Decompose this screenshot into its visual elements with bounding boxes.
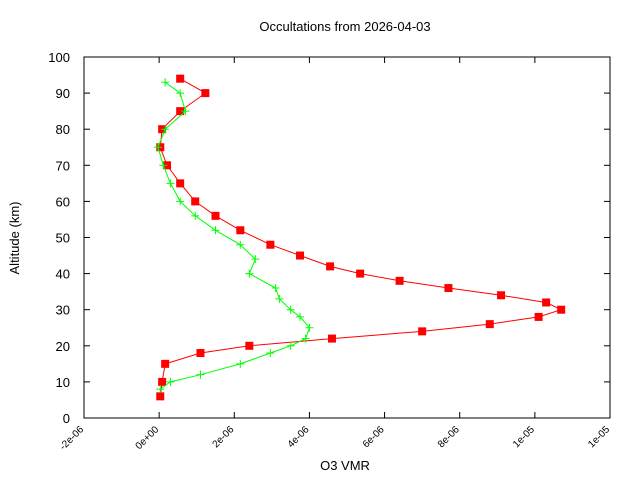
point bbox=[211, 211, 220, 220]
point bbox=[236, 240, 245, 249]
point bbox=[275, 294, 284, 303]
point bbox=[266, 240, 275, 249]
x-tick-label: 1e-05 bbox=[511, 424, 537, 450]
point bbox=[485, 320, 494, 329]
series-line bbox=[157, 81, 310, 390]
point bbox=[327, 334, 336, 343]
point bbox=[191, 197, 200, 206]
point bbox=[154, 143, 163, 152]
chart-title: Occultations from 2026-04-03 bbox=[259, 19, 430, 34]
point bbox=[158, 377, 167, 386]
point bbox=[286, 305, 295, 314]
point bbox=[296, 312, 305, 321]
point bbox=[181, 107, 190, 116]
y-tick-label: 60 bbox=[56, 194, 70, 209]
y-tick-label: 90 bbox=[56, 86, 70, 101]
point bbox=[201, 89, 210, 98]
point bbox=[245, 269, 254, 278]
y-tick-label: 80 bbox=[56, 122, 70, 137]
point bbox=[211, 226, 220, 235]
point bbox=[395, 276, 404, 285]
point bbox=[176, 107, 185, 116]
point bbox=[196, 349, 205, 358]
y-tick-label: 40 bbox=[56, 267, 70, 282]
y-tick-label: 10 bbox=[56, 375, 70, 390]
x-tick-label: 8e-06 bbox=[436, 424, 462, 450]
point bbox=[176, 197, 185, 206]
point bbox=[542, 298, 551, 307]
point bbox=[176, 179, 185, 188]
point bbox=[166, 179, 175, 188]
point bbox=[266, 349, 275, 358]
x-tick-label: 2e-06 bbox=[211, 424, 237, 450]
point bbox=[534, 312, 543, 321]
point bbox=[245, 341, 254, 350]
y-tick-label: 100 bbox=[48, 50, 70, 65]
point bbox=[557, 305, 566, 314]
point bbox=[236, 226, 245, 235]
point bbox=[191, 211, 200, 220]
point bbox=[497, 291, 506, 300]
point bbox=[296, 251, 305, 260]
y-tick-label: 20 bbox=[56, 339, 70, 354]
y-tick-label: 0 bbox=[63, 411, 70, 426]
point bbox=[286, 341, 295, 350]
x-tick-label: 6e-06 bbox=[361, 424, 387, 450]
x-axis-label: O3 VMR bbox=[320, 458, 370, 473]
point bbox=[271, 284, 280, 293]
point bbox=[301, 334, 310, 343]
point bbox=[161, 359, 170, 368]
point bbox=[176, 74, 185, 83]
y-axis-label: Altitude (km) bbox=[7, 202, 22, 275]
point bbox=[156, 392, 165, 401]
point bbox=[156, 385, 165, 394]
point bbox=[444, 284, 453, 293]
point bbox=[196, 370, 205, 379]
point bbox=[236, 359, 245, 368]
point bbox=[161, 78, 170, 87]
point bbox=[166, 377, 175, 386]
x-tick-label: 1e-05 bbox=[586, 424, 612, 450]
point bbox=[356, 269, 365, 278]
point bbox=[251, 255, 260, 264]
y-tick-label: 50 bbox=[56, 231, 70, 246]
x-tick-label: 4e-06 bbox=[286, 424, 312, 450]
point bbox=[305, 323, 314, 332]
y-tick-label: 30 bbox=[56, 303, 70, 318]
point bbox=[326, 262, 335, 271]
point bbox=[176, 89, 185, 98]
y-tick-label: 70 bbox=[56, 158, 70, 173]
series-line bbox=[159, 78, 563, 397]
x-tick-label: 0e+00 bbox=[134, 424, 162, 452]
point bbox=[159, 161, 168, 170]
point bbox=[161, 125, 170, 134]
x-tick-label: -2e-06 bbox=[58, 424, 87, 453]
point bbox=[418, 327, 427, 336]
